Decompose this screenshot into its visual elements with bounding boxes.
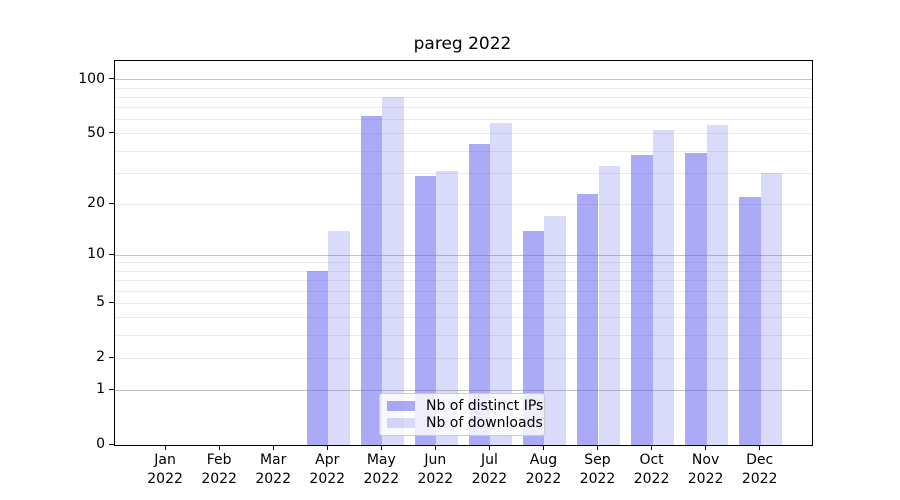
bar-distinct_ips-nov [685,153,707,445]
bar-downloads-nov [706,125,729,445]
x-tick-mark-mar [272,445,274,450]
y-tick-mark-1 [109,388,114,390]
bar-downloads-dec [760,173,783,445]
x-tick-mark-jun [434,445,436,450]
y-tick-label-10: 10 [87,246,105,263]
legend-row-downloads: Nb of downloads [387,415,543,431]
bar-downloads-sep [598,166,621,445]
bar-downloads-jun [436,170,458,445]
gridline-y-60 [115,119,812,121]
y-tick-mark-50 [109,132,114,134]
y-tick-mark-20 [109,202,114,204]
x-tick-mark-sep [597,445,598,450]
gridline-y-8 [115,270,812,272]
gridline-y-40 [115,150,812,152]
chart-title: pareg 2022 [413,34,512,54]
legend-label-distinct-ips: Nb of distinct IPs [426,398,544,415]
y-tick-label-100: 100 [78,70,105,87]
gridline-y-1 [115,389,812,391]
gridline-y-10 [115,254,812,256]
y-tick-label-5: 5 [96,294,105,311]
x-tick-label-may: May 2022 [363,452,400,487]
y-tick-mark-2 [109,356,114,358]
bar-distinct_ips-oct [630,155,653,445]
bar-distinct_ips-jun [414,176,437,445]
x-tick-label-jun: Jun 2022 [417,452,454,487]
x-tick-mark-may [380,445,382,450]
x-tick-label-feb: Feb 2022 [201,452,237,487]
legend: Nb of distinct IPs Nb of downloads [379,393,545,436]
gridline-y-50 [115,133,812,135]
y-tick-mark-100 [109,78,114,80]
gridline-y-20 [115,203,812,205]
x-tick-mark-feb [218,445,220,450]
gridline-y-70 [115,107,812,109]
bar-distinct_ips-aug [522,230,545,445]
gridline-y-2 [115,357,812,359]
gridline-y-5 [115,302,812,304]
bar-distinct_ips-dec [739,197,761,445]
bar-downloads-apr [328,230,350,445]
y-tick-mark-10 [109,253,114,255]
bar-downloads-oct [652,129,675,445]
y-tick-label-50: 50 [87,124,105,141]
y-tick-label-0: 0 [96,436,105,452]
x-tick-mark-dec [759,445,761,450]
x-tick-mark-jan [164,445,166,450]
x-tick-label-dec: Dec 2022 [741,452,778,487]
x-tick-label-aug: Aug 2022 [525,452,562,487]
x-tick-label-jul: Jul 2022 [471,452,508,487]
x-tick-label-sep: Sep 2022 [579,452,616,487]
y-tick-label-1: 1 [96,381,105,398]
x-tick-mark-apr [326,445,328,450]
gridline-y-3 [115,334,812,336]
gridline-y-30 [115,172,812,174]
x-tick-label-apr: Apr 2022 [309,452,346,487]
bar-distinct_ips-sep [576,193,599,445]
y-tick-mark-0 [109,443,114,445]
plot-area [114,60,813,446]
x-tick-label-nov: Nov 2022 [687,452,724,487]
legend-row-distinct-ips: Nb of distinct IPs [387,398,543,414]
gridline-y-90 [115,87,812,89]
legend-label-downloads: Nb of downloads [426,414,543,431]
gridline-y-80 [115,96,812,98]
legend-swatch-distinct-ips [387,401,415,412]
y-tick-mark-5 [109,301,114,303]
x-tick-label-jan: Jan 2022 [147,452,183,487]
bar-distinct_ips-jul [468,143,491,445]
y-tick-label-20: 20 [87,195,105,212]
bar-downloads-aug [544,216,567,445]
legend-swatch-downloads [387,417,415,428]
x-tick-mark-aug [542,445,544,450]
x-tick-mark-jul [488,445,490,450]
x-tick-label-mar: Mar 2022 [255,452,291,487]
gridline-y-6 [115,290,812,292]
x-tick-label-oct: Oct 2022 [633,452,670,487]
x-tick-mark-nov [705,445,707,450]
gridline-y-9 [115,262,812,264]
y-tick-label-2: 2 [96,349,105,366]
bar-distinct_ips-may [360,116,383,445]
bar-downloads-may [382,97,404,445]
gridline-y-4 [115,317,812,319]
x-tick-mark-oct [651,445,653,450]
gridline-y-100 [115,79,812,81]
bar-downloads-jul [490,122,512,445]
gridline-y-7 [115,280,812,282]
bar-distinct_ips-apr [306,271,329,445]
